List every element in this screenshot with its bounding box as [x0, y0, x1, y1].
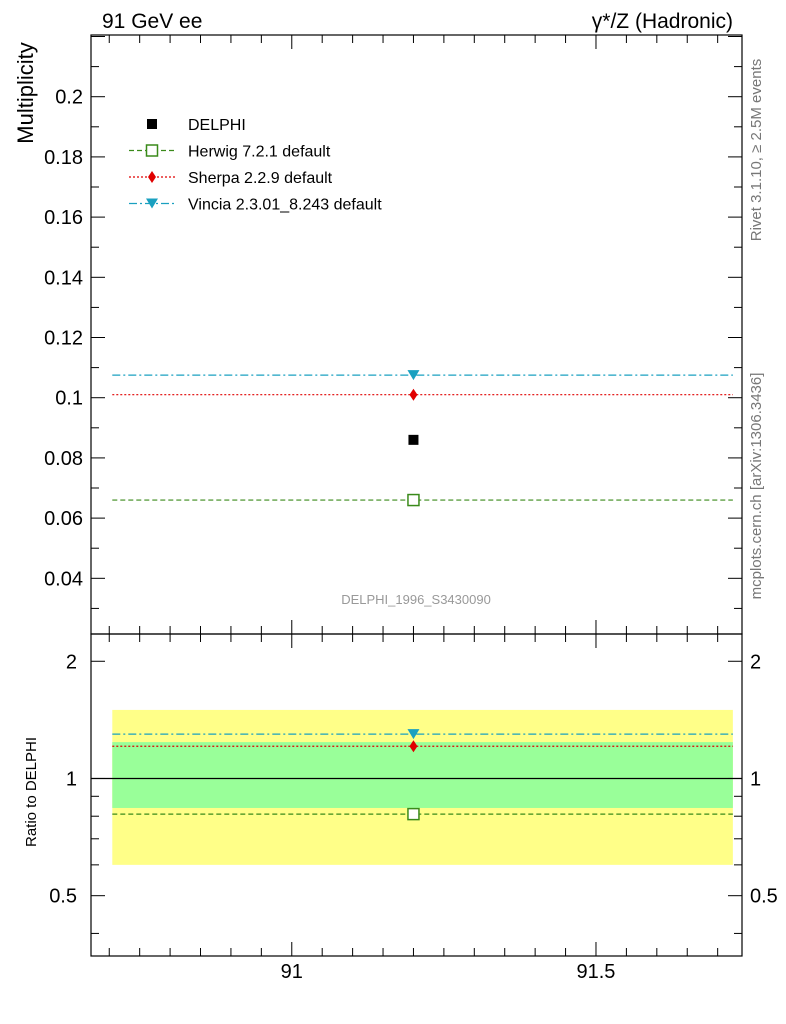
ratio-y-axis-label: Ratio to DELPHI [23, 737, 40, 847]
legend-item-sherpa: Sherpa 2.2.9 default [129, 170, 333, 187]
main-point-herwig [407, 493, 420, 507]
y-tick-label: 0.12 [44, 328, 83, 350]
legend-item-vincia: Vincia 2.3.01_8.243 default [129, 197, 382, 214]
y-tick-label: 0.1 [55, 388, 83, 410]
chart-title-left: 91 GeV ee [102, 10, 202, 33]
y-tick-label: 0.16 [44, 207, 83, 229]
uncertainty-band-inner [112, 742, 733, 808]
y-tick-label: 0.18 [44, 147, 83, 169]
ratio-y-tick-label-right: 1 [750, 768, 761, 790]
ratio-point-sherpa [409, 740, 418, 753]
legend-item-herwig: Herwig 7.2.1 default [129, 144, 331, 161]
main-point-delphi [408, 434, 419, 445]
ratio-point-herwig [407, 807, 420, 821]
legend-marker-sherpa [148, 171, 156, 183]
main-panel: 0.04 0.06 0.08 0.1 0.12 0.14 0.16 0.18 0.2 Multi… [13, 34, 743, 635]
ratio-plot-frame [90, 633, 743, 957]
legend-label: Herwig 7.2.1 default [188, 144, 331, 161]
ratio-y-tick-label: 0.5 [49, 886, 77, 908]
ratio-y-tick-label: 1 [66, 768, 77, 790]
main-y-axis-label: Multiplicity [13, 42, 38, 143]
main-point-sherpa [409, 388, 418, 401]
ratio-point-vincia [407, 729, 420, 740]
chart-title-right: γ*/Z (Hadronic) [592, 10, 733, 33]
y-tick-label: 0.06 [44, 508, 83, 530]
analysis-label: DELPHI_1996_S3430090 [341, 592, 491, 607]
x-tick-label: 91.5 [577, 961, 616, 983]
rivet-version-label: Rivet 3.1.10, ≥ 2.5M events [748, 59, 765, 242]
y-tick-label: 0.08 [44, 448, 83, 470]
legend-label: DELPHI [188, 117, 246, 134]
main-point-vincia [407, 370, 420, 381]
ratio-y-tick-label: 2 [66, 651, 77, 673]
mcplots-label: mcplots.cern.ch [arXiv:1306.3436] [748, 373, 765, 600]
legend-label: Sherpa 2.2.9 default [188, 170, 333, 187]
x-tick-label: 91 [281, 961, 303, 983]
y-tick-label: 0.2 [55, 87, 83, 109]
legend-item-delphi: DELPHI [147, 117, 246, 134]
legend-marker-delphi [147, 119, 157, 129]
legend-marker-vincia [146, 198, 158, 209]
ratio-y-tick-label-right: 2 [750, 651, 761, 673]
y-tick-label: 0.04 [44, 568, 83, 590]
y-tick-label: 0.14 [44, 267, 83, 289]
legend-marker-herwig [145, 144, 159, 157]
ratio-panel: 0.5 0.5 1 1 2 2 91 91.5 Ratio to DELPHI [23, 633, 778, 983]
ratio-y-tick-label-right: 0.5 [750, 886, 778, 908]
legend-label: Vincia 2.3.01_8.243 default [188, 197, 382, 214]
legend: DELPHI Herwig 7.2.1 default Sherpa 2.2.9 d… [129, 117, 382, 214]
